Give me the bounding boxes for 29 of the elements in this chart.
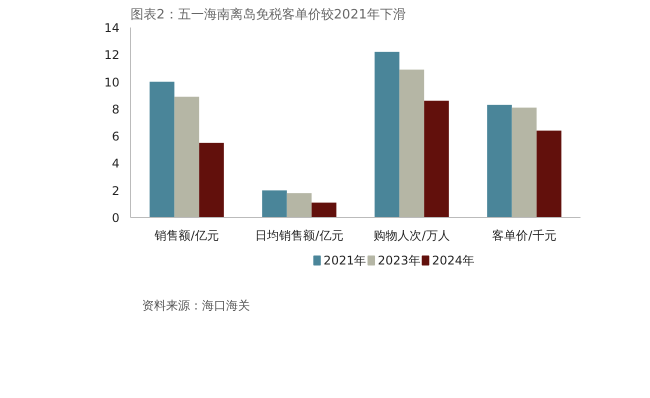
bar <box>536 130 562 218</box>
x-tick-label: 日均销售额/亿元 <box>255 228 344 242</box>
bar <box>424 100 449 218</box>
bar <box>262 190 287 218</box>
bar <box>487 104 512 218</box>
bar <box>374 52 400 218</box>
bar <box>312 202 336 218</box>
legend-label: 2024年 <box>432 254 475 268</box>
y-tick-label: 2 <box>112 184 120 198</box>
x-tick-label: 销售额/亿元 <box>154 228 219 242</box>
legend-label: 2021年 <box>324 254 366 268</box>
legend-label: 2023年 <box>378 254 420 268</box>
bar <box>512 108 537 218</box>
y-tick-label: 10 <box>104 75 120 90</box>
x-tick-label: 客单价/千元 <box>492 228 556 242</box>
bar <box>174 96 200 218</box>
y-tick-label: 14 <box>104 21 120 35</box>
bar <box>150 82 174 218</box>
y-tick-label: 8 <box>112 102 120 116</box>
text: 资料来源：海口海关 <box>142 298 250 312</box>
y-tick-label: 12 <box>104 48 120 62</box>
y-tick-label: 4 <box>112 156 120 171</box>
bar <box>199 142 224 218</box>
y-tick-label: 0 <box>112 211 120 225</box>
bar <box>399 70 424 218</box>
y-tick-label: 6 <box>112 130 120 144</box>
chart-title: 图表2：五一海南离岛免税客单价较2021年下滑 <box>130 6 406 22</box>
bar <box>286 193 312 218</box>
x-tick-label: 购物人次/万人 <box>374 228 450 242</box>
